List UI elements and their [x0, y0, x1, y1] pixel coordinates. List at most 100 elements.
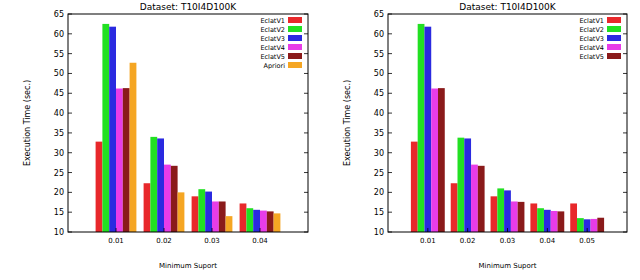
y-tick-label: 65 [374, 10, 384, 19]
legend: EclatV1EclatV2EclatV3EclatV4EclatV5 [579, 17, 621, 61]
bar [205, 192, 212, 232]
legend-swatch [288, 17, 302, 23]
x-tick [467, 228, 468, 232]
y-tick-label: 50 [374, 69, 384, 78]
bar [478, 166, 485, 232]
y-tick-mirror [623, 132, 627, 133]
bar [458, 138, 465, 232]
x-tick-label: 0.02 [156, 237, 172, 245]
y-tick [68, 53, 72, 54]
bar [591, 219, 598, 232]
y-tick [68, 113, 72, 114]
y-tick-mirror [304, 93, 308, 94]
y-tick [388, 132, 392, 133]
bar [198, 189, 205, 232]
bar [570, 203, 577, 232]
bar [260, 211, 267, 232]
x-tick [507, 228, 508, 232]
bar [102, 24, 109, 232]
x-tick-label: 0.03 [500, 237, 516, 245]
x-tick [587, 228, 588, 232]
legend-swatch [607, 44, 621, 50]
bar [150, 137, 157, 232]
bar [504, 190, 511, 232]
bar [116, 89, 123, 232]
y-axis-label: Execution Time (sec.) [23, 80, 32, 166]
bar [597, 218, 604, 232]
y-tick-label: 40 [54, 109, 64, 118]
bar [418, 24, 425, 232]
bar [530, 203, 537, 232]
chart-panel: Dataset: T10I4D100K101520253035404550556… [343, 2, 627, 270]
y-tick-mirror [623, 212, 627, 213]
y-tick [388, 212, 392, 213]
x-tick [212, 228, 213, 232]
chart-panel: Dataset: T10I4D100K101520253035404550556… [23, 2, 308, 270]
legend-swatch [288, 62, 302, 68]
y-tick-label: 10 [54, 228, 64, 237]
bar [267, 211, 274, 232]
y-tick-label: 20 [54, 188, 64, 197]
bar [464, 138, 471, 232]
y-tick-label: 55 [374, 50, 384, 59]
bar [424, 27, 431, 232]
y-axis-label: Execution Time (sec.) [343, 80, 352, 166]
y-tick-label: 30 [54, 149, 64, 158]
y-tick-mirror [304, 53, 308, 54]
y-tick-label: 15 [374, 208, 384, 217]
bar [240, 203, 247, 232]
y-tick-mirror [304, 192, 308, 193]
y-tick [68, 212, 72, 213]
legend-label: EclatV3 [260, 35, 285, 43]
y-tick-mirror [304, 132, 308, 133]
legend-label: EclatV4 [579, 44, 604, 52]
bar [584, 219, 591, 232]
legend-swatch [288, 44, 302, 50]
y-tick-mirror [623, 93, 627, 94]
y-tick-label: 35 [54, 129, 64, 138]
y-tick [68, 172, 72, 173]
y-tick-mirror [304, 113, 308, 114]
y-tick-label: 45 [374, 89, 384, 98]
y-tick-mirror [623, 172, 627, 173]
x-tick-label: 0.05 [579, 237, 595, 245]
legend-label: EclatV5 [260, 53, 285, 61]
y-tick-mirror [623, 113, 627, 114]
legend-swatch [607, 17, 621, 23]
y-tick-mirror [304, 172, 308, 173]
chart-title: Dataset: T10I4D100K [459, 2, 557, 12]
y-tick-mirror [623, 53, 627, 54]
y-tick [388, 192, 392, 193]
y-tick-mirror [304, 212, 308, 213]
bar [130, 63, 137, 232]
y-tick-mirror [304, 152, 308, 153]
y-tick [388, 73, 392, 74]
bar [171, 166, 178, 232]
bars [411, 24, 604, 232]
bar [96, 142, 103, 232]
y-tick [68, 33, 72, 34]
legend-swatch [607, 35, 621, 41]
x-tick [260, 228, 261, 232]
legend: EclatV1EclatV2EclatV3EclatV4EclatV5Aprio… [260, 17, 302, 70]
y-tick-label: 25 [374, 169, 384, 178]
bar [518, 202, 525, 232]
y-tick-mirror [623, 33, 627, 34]
legend-label: EclatV1 [260, 17, 285, 25]
bar [109, 27, 116, 232]
bar [411, 142, 418, 232]
bar [497, 188, 504, 232]
y-tick [68, 73, 72, 74]
y-tick-label: 45 [54, 89, 64, 98]
y-tick [68, 152, 72, 153]
x-axis-label: Minimum Suport [159, 262, 217, 270]
y-tick-mirror [304, 73, 308, 74]
x-tick-label: 0.03 [204, 237, 220, 245]
bar [144, 183, 151, 232]
legend-label: EclatV1 [579, 17, 604, 25]
y-tick-label: 60 [54, 30, 64, 39]
legend-label: EclatV2 [579, 26, 604, 34]
legend-label: EclatV2 [260, 26, 285, 34]
bar [511, 201, 518, 232]
y-tick [388, 152, 392, 153]
